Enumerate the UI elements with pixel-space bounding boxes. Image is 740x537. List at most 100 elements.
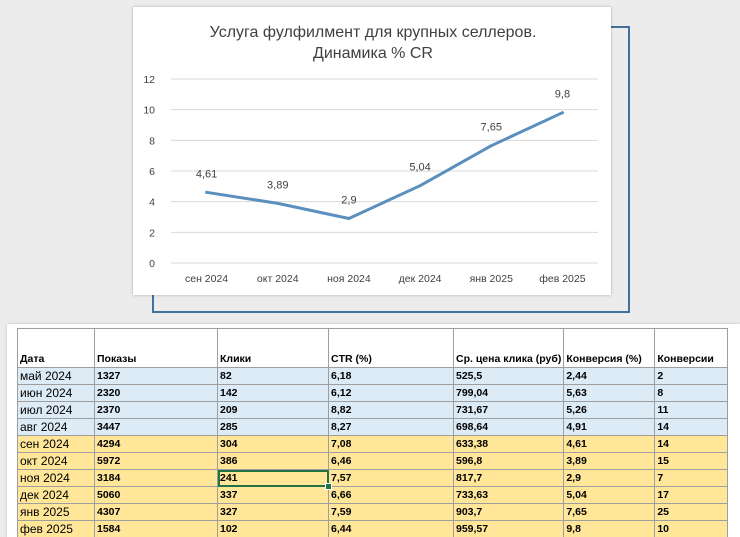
cell-conversion-rate[interactable]: 2,9	[563, 469, 656, 487]
cell-avg-cpc[interactable]: 817,7	[452, 469, 565, 487]
cell-ctr[interactable]: 7,57	[328, 469, 454, 487]
cell-impressions[interactable]: 5972	[94, 452, 218, 470]
cell-avg-cpc[interactable]: 596,8	[452, 452, 565, 470]
header-cell-conversions[interactable]: Конверсии	[654, 328, 729, 368]
cell-avg-cpc[interactable]: 733,63	[452, 486, 565, 504]
data-label: 4,61	[196, 168, 217, 180]
fill-handle[interactable]	[324, 482, 332, 490]
cell-ctr[interactable]: 6,46	[328, 452, 454, 470]
cell-date[interactable]: окт 2024	[17, 452, 95, 470]
data-label: 5,04	[409, 162, 430, 174]
header-cell-ctr[interactable]: CTR (%)	[328, 328, 454, 368]
cell-conversion-rate[interactable]: 5,26	[563, 401, 656, 419]
cell-conversions[interactable]: 7	[654, 469, 729, 487]
cell-clicks[interactable]: 82	[217, 367, 329, 385]
cell-date[interactable]: июн 2024	[17, 384, 95, 402]
cell-impressions[interactable]: 3447	[94, 418, 218, 436]
header-cell-clicks[interactable]: Клики	[217, 328, 329, 368]
cell-ctr[interactable]: 6,18	[328, 367, 454, 385]
header-cell-avg-cpc[interactable]: Ср. цена клика (руб)	[452, 328, 565, 368]
chart-object[interactable]: Услуга фулфилмент для крупных селлеров. …	[133, 7, 611, 295]
cell-conversions[interactable]: 17	[654, 486, 729, 504]
cell-avg-cpc[interactable]: 633,38	[452, 435, 565, 453]
cell-conversion-rate[interactable]: 5,63	[563, 384, 656, 402]
table-row: сен 2024 4294 304 7,08 633,38 4,61 14	[17, 435, 729, 453]
header-cell-date[interactable]: Дата	[17, 328, 95, 368]
cell-date[interactable]: ноя 2024	[17, 469, 95, 487]
series-line[interactable]	[205, 111, 564, 220]
cell-ctr[interactable]: 8,82	[328, 401, 454, 419]
y-tick-label: 0	[149, 258, 155, 270]
selected-cell[interactable]: 241	[217, 469, 329, 487]
cell-date[interactable]: дек 2024	[17, 486, 95, 504]
cell-avg-cpc[interactable]: 903,7	[452, 503, 565, 521]
data-point[interactable]	[276, 201, 280, 205]
cell-conversions[interactable]: 8	[654, 384, 729, 402]
cell-conversion-rate[interactable]: 4,91	[563, 418, 656, 436]
cell-avg-cpc[interactable]: 731,67	[452, 401, 565, 419]
x-tick-label: янв 2025	[470, 273, 513, 285]
cell-impressions[interactable]: 3184	[94, 469, 218, 487]
cell-clicks[interactable]: 337	[217, 486, 329, 504]
cell-avg-cpc[interactable]: 959,57	[452, 520, 565, 537]
data-point[interactable]	[347, 217, 351, 221]
cell-avg-cpc[interactable]: 525,5	[452, 367, 565, 385]
cell-impressions[interactable]: 4294	[94, 435, 218, 453]
y-tick-label: 8	[149, 135, 155, 147]
cell-ctr[interactable]: 6,66	[328, 486, 454, 504]
table-row: дек 2024 5060 337 6,66 733,63 5,04 17	[17, 486, 729, 504]
cell-ctr[interactable]: 7,08	[328, 435, 454, 453]
cell-conversions[interactable]: 10	[654, 520, 729, 537]
table-row: окт 2024 5972 386 6,46 596,8 3,89 15	[17, 452, 729, 470]
cell-conversion-rate[interactable]: 4,61	[563, 435, 656, 453]
cell-avg-cpc[interactable]: 698,64	[452, 418, 565, 436]
data-point[interactable]	[560, 111, 564, 115]
table-row: июл 2024 2370 209 8,82 731,67 5,26 11	[17, 401, 729, 419]
cell-conversion-rate[interactable]: 7,65	[563, 503, 656, 521]
cell-conversion-rate[interactable]: 5,04	[563, 486, 656, 504]
cell-impressions[interactable]: 5060	[94, 486, 218, 504]
cell-impressions[interactable]: 1584	[94, 520, 218, 537]
y-tick-label: 6	[149, 166, 155, 178]
x-tick-label: сен 2024	[185, 273, 228, 285]
cell-clicks[interactable]: 209	[217, 401, 329, 419]
cell-impressions[interactable]: 2320	[94, 384, 218, 402]
cell-date[interactable]: май 2024	[17, 367, 95, 385]
data-point[interactable]	[489, 144, 493, 148]
cell-ctr[interactable]: 6,12	[328, 384, 454, 402]
cell-conversions[interactable]: 25	[654, 503, 729, 521]
cell-clicks[interactable]: 285	[217, 418, 329, 436]
cell-clicks[interactable]: 327	[217, 503, 329, 521]
cell-conversion-rate[interactable]: 2,44	[563, 367, 656, 385]
cell-conversion-rate[interactable]: 3,89	[563, 452, 656, 470]
cell-date[interactable]: янв 2025	[17, 503, 95, 521]
cell-impressions[interactable]: 2370	[94, 401, 218, 419]
data-point[interactable]	[205, 190, 209, 194]
cell-clicks[interactable]: 386	[217, 452, 329, 470]
cell-ctr[interactable]: 6,44	[328, 520, 454, 537]
y-tick-label: 10	[143, 105, 155, 117]
cell-conversions[interactable]: 11	[654, 401, 729, 419]
cell-conversions[interactable]: 2	[654, 367, 729, 385]
cell-conversions[interactable]: 15	[654, 452, 729, 470]
cell-clicks[interactable]: 102	[217, 520, 329, 537]
cell-conversions[interactable]: 14	[654, 418, 729, 436]
cell-date[interactable]: авг 2024	[17, 418, 95, 436]
data-point[interactable]	[418, 184, 422, 188]
cell-date[interactable]: июл 2024	[17, 401, 95, 419]
cell-clicks[interactable]: 304	[217, 435, 329, 453]
table-row: фев 2025 1584 102 6,44 959,57 9,8 10	[17, 520, 729, 537]
header-cell-impressions[interactable]: Показы	[94, 328, 218, 368]
header-cell-conversion-rate[interactable]: Конверсия (%)	[563, 328, 656, 368]
cell-conversion-rate[interactable]: 9,8	[563, 520, 656, 537]
cell-date[interactable]: сен 2024	[17, 435, 95, 453]
cell-ctr[interactable]: 7,59	[328, 503, 454, 521]
cell-conversions[interactable]: 14	[654, 435, 729, 453]
cell-impressions[interactable]: 1327	[94, 367, 218, 385]
cell-date[interactable]: фев 2025	[17, 520, 95, 537]
cell-impressions[interactable]: 4307	[94, 503, 218, 521]
cell-avg-cpc[interactable]: 799,04	[452, 384, 565, 402]
cell-ctr[interactable]: 8,27	[328, 418, 454, 436]
cell-clicks[interactable]: 142	[217, 384, 329, 402]
spreadsheet[interactable]: Дата Показы Клики CTR (%) Ср. цена клика (ру…	[7, 324, 740, 537]
